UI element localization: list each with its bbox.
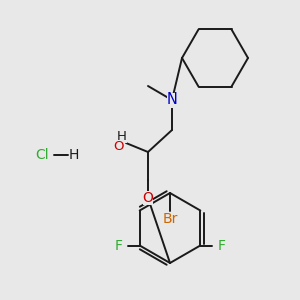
Text: F: F <box>217 238 225 253</box>
Text: O: O <box>113 140 123 152</box>
Text: F: F <box>115 238 123 253</box>
Text: N: N <box>167 92 177 107</box>
Text: Cl: Cl <box>35 148 49 162</box>
Text: H: H <box>117 130 127 142</box>
Text: H: H <box>69 148 79 162</box>
Text: O: O <box>142 191 153 205</box>
Text: Br: Br <box>162 212 178 226</box>
